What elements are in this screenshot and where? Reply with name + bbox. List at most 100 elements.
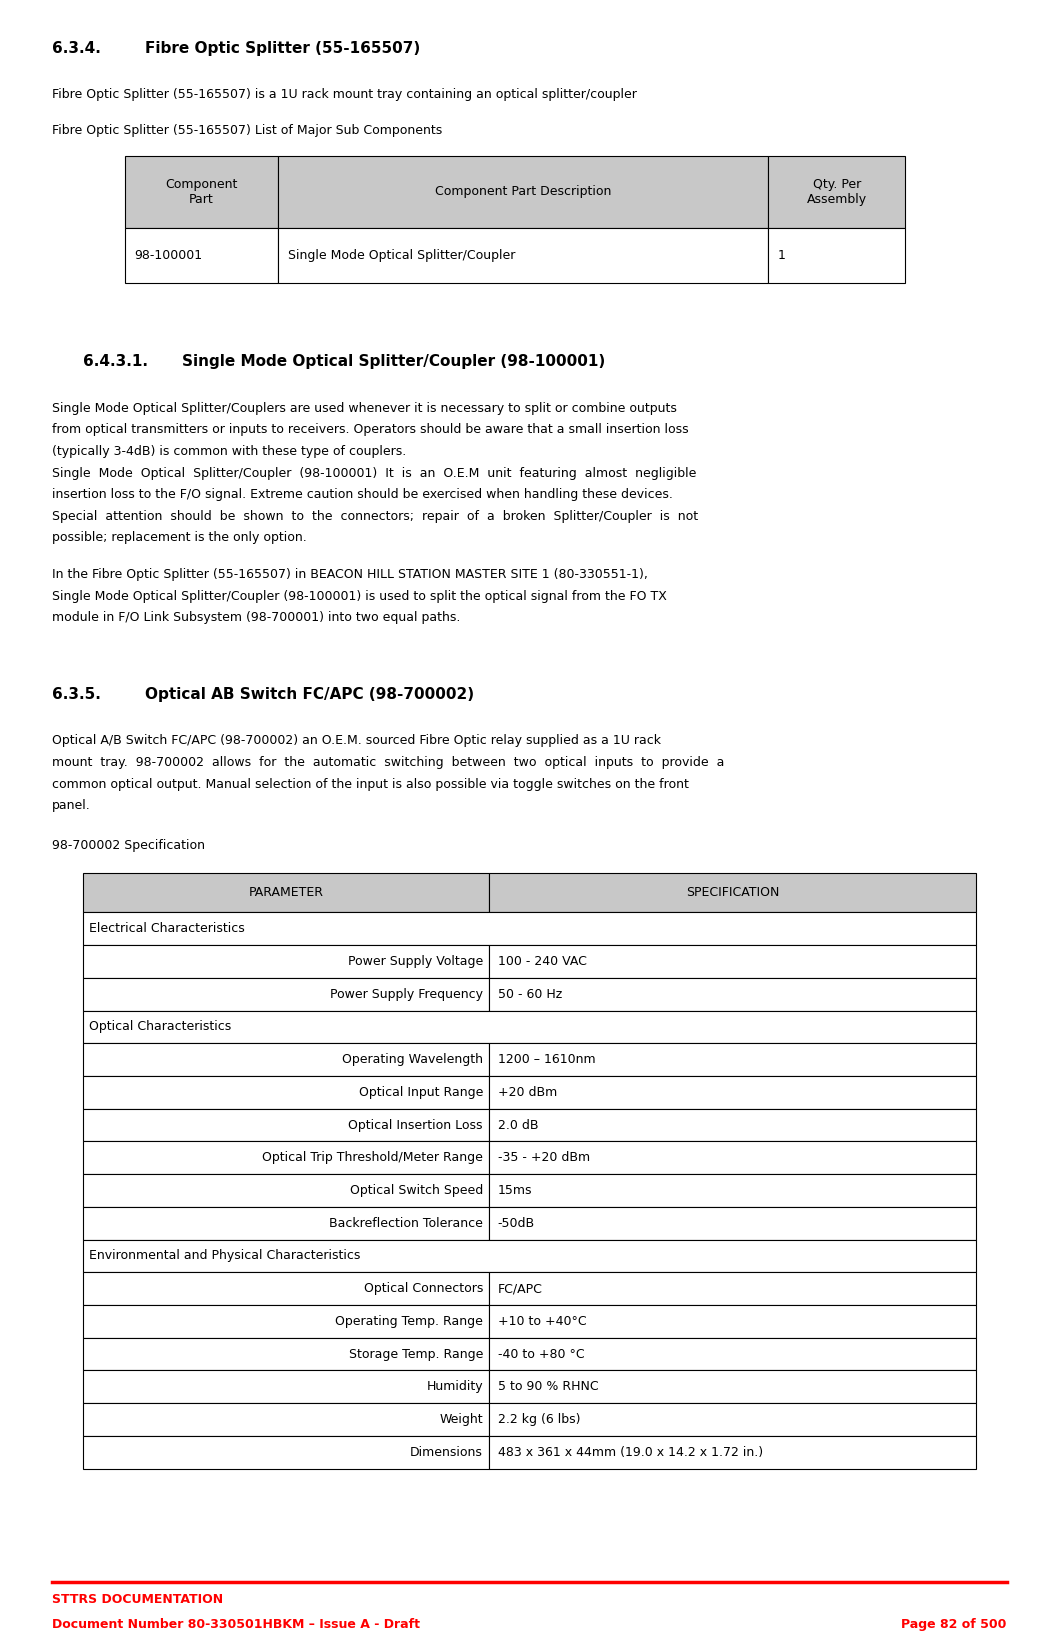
Bar xyxy=(83,1142,489,1175)
Text: 1: 1 xyxy=(777,249,786,262)
Text: panel.: panel. xyxy=(52,798,90,811)
Bar xyxy=(489,1306,976,1338)
Bar xyxy=(83,1109,489,1142)
Bar xyxy=(83,1273,489,1306)
Text: Optical Insertion Loss: Optical Insertion Loss xyxy=(349,1119,483,1132)
Text: Optical Characteristics: Optical Characteristics xyxy=(89,1021,231,1034)
Text: mount  tray.  98-700002  allows  for  the  automatic  switching  between  two  o: mount tray. 98-700002 allows for the aut… xyxy=(52,756,725,769)
Text: SPECIFICATION: SPECIFICATION xyxy=(686,887,780,900)
Bar xyxy=(489,1436,976,1469)
Text: 6.3.4.: 6.3.4. xyxy=(52,41,101,56)
Text: Backreflection Tolerance: Backreflection Tolerance xyxy=(329,1217,483,1230)
Bar xyxy=(768,227,905,283)
Text: Qty. Per
Assembly: Qty. Per Assembly xyxy=(807,178,867,206)
Text: (typically 3-4dB) is common with these type of couplers.: (typically 3-4dB) is common with these t… xyxy=(52,445,406,458)
Text: 6.3.5.: 6.3.5. xyxy=(52,687,101,702)
Bar xyxy=(489,1404,976,1436)
Bar xyxy=(83,978,489,1011)
Bar xyxy=(83,913,976,946)
Bar xyxy=(125,227,278,283)
Bar xyxy=(83,1076,489,1109)
Text: possible; replacement is the only option.: possible; replacement is the only option… xyxy=(52,532,306,545)
Text: Component Part Description: Component Part Description xyxy=(435,185,611,198)
Text: Fibre Optic Splitter (55-165507) is a 1U rack mount tray containing an optical s: Fibre Optic Splitter (55-165507) is a 1U… xyxy=(52,88,636,101)
Text: Operating Wavelength: Operating Wavelength xyxy=(342,1054,483,1067)
Bar xyxy=(83,946,489,978)
Text: Optical Connectors: Optical Connectors xyxy=(363,1283,483,1296)
Text: 2.2 kg (6 lbs): 2.2 kg (6 lbs) xyxy=(497,1414,580,1427)
Text: 2.0 dB: 2.0 dB xyxy=(497,1119,538,1132)
Text: 6.4.3.1.: 6.4.3.1. xyxy=(83,355,148,370)
Text: Fibre Optic Splitter (55-165507): Fibre Optic Splitter (55-165507) xyxy=(145,41,420,56)
Text: Single  Mode  Optical  Splitter/Coupler  (98-100001)  It  is  an  O.E.M  unit  f: Single Mode Optical Splitter/Coupler (98… xyxy=(52,466,696,479)
Text: Document Number 80-330501HBKM – Issue A - Draft: Document Number 80-330501HBKM – Issue A … xyxy=(52,1618,420,1631)
Text: +10 to +40°C: +10 to +40°C xyxy=(497,1315,586,1328)
Text: 15ms: 15ms xyxy=(497,1184,532,1198)
Text: module in F/O Link Subsystem (98-700001) into two equal paths.: module in F/O Link Subsystem (98-700001)… xyxy=(52,612,460,625)
Bar xyxy=(489,1371,976,1404)
Bar xyxy=(83,1175,489,1207)
Text: Humidity: Humidity xyxy=(427,1381,483,1394)
Bar xyxy=(83,1240,976,1273)
Text: common optical output. Manual selection of the input is also possible via toggle: common optical output. Manual selection … xyxy=(52,777,689,790)
Text: Special  attention  should  be  shown  to  the  connectors;  repair  of  a  brok: Special attention should be shown to the… xyxy=(52,510,698,524)
Bar xyxy=(83,1306,489,1338)
Bar xyxy=(489,1109,976,1142)
Bar xyxy=(489,978,976,1011)
Text: Weight: Weight xyxy=(439,1414,483,1427)
Text: Single Mode Optical Splitter/Couplers are used whenever it is necessary to split: Single Mode Optical Splitter/Couplers ar… xyxy=(52,402,677,416)
Bar xyxy=(83,1436,489,1469)
Text: Single Mode Optical Splitter/Coupler: Single Mode Optical Splitter/Coupler xyxy=(288,249,515,262)
Text: Environmental and Physical Characteristics: Environmental and Physical Characteristi… xyxy=(89,1250,360,1263)
Text: PARAMETER: PARAMETER xyxy=(249,887,324,900)
Text: Power Supply Frequency: Power Supply Frequency xyxy=(330,988,483,1001)
Bar xyxy=(83,1404,489,1436)
Text: Power Supply Voltage: Power Supply Voltage xyxy=(348,955,483,969)
Bar xyxy=(278,155,768,227)
Text: insertion loss to the F/O signal. Extreme caution should be exercised when handl: insertion loss to the F/O signal. Extrem… xyxy=(52,488,673,501)
Text: Optical Trip Threshold/Meter Range: Optical Trip Threshold/Meter Range xyxy=(263,1152,483,1165)
Bar xyxy=(83,1011,976,1044)
Text: Electrical Characteristics: Electrical Characteristics xyxy=(89,923,245,936)
Text: Operating Temp. Range: Operating Temp. Range xyxy=(335,1315,483,1328)
Bar xyxy=(768,155,905,227)
Text: Dimensions: Dimensions xyxy=(410,1446,483,1459)
Bar xyxy=(489,1273,976,1306)
Text: Fibre Optic Splitter (55-165507) List of Major Sub Components: Fibre Optic Splitter (55-165507) List of… xyxy=(52,124,442,137)
Text: Optical A/B Switch FC/APC (98-700002) an O.E.M. sourced Fibre Optic relay suppli: Optical A/B Switch FC/APC (98-700002) an… xyxy=(52,735,661,748)
Text: 98-700002 Specification: 98-700002 Specification xyxy=(52,839,204,852)
Text: +20 dBm: +20 dBm xyxy=(497,1086,556,1099)
Text: 483 x 361 x 44mm (19.0 x 14.2 x 1.72 in.): 483 x 361 x 44mm (19.0 x 14.2 x 1.72 in.… xyxy=(497,1446,763,1459)
Bar xyxy=(489,1142,976,1175)
Bar xyxy=(83,1044,489,1076)
Text: from optical transmitters or inputs to receivers. Operators should be aware that: from optical transmitters or inputs to r… xyxy=(52,424,688,437)
Text: Optical AB Switch FC/APC (98-700002): Optical AB Switch FC/APC (98-700002) xyxy=(145,687,474,702)
Bar xyxy=(83,1207,489,1240)
Text: STTRS DOCUMENTATION: STTRS DOCUMENTATION xyxy=(52,1593,223,1607)
Bar xyxy=(489,946,976,978)
Bar xyxy=(489,1338,976,1371)
Text: -40 to +80 °C: -40 to +80 °C xyxy=(497,1348,584,1361)
Text: -35 - +20 dBm: -35 - +20 dBm xyxy=(497,1152,590,1165)
Text: FC/APC: FC/APC xyxy=(497,1283,543,1296)
Text: 5 to 90 % RHNC: 5 to 90 % RHNC xyxy=(497,1381,598,1394)
Bar xyxy=(83,1338,489,1371)
Text: 1200 – 1610nm: 1200 – 1610nm xyxy=(497,1054,595,1067)
Text: Optical Input Range: Optical Input Range xyxy=(358,1086,483,1099)
Text: Single Mode Optical Splitter/Coupler (98-100001) is used to split the optical si: Single Mode Optical Splitter/Coupler (98… xyxy=(52,589,666,602)
Text: 100 - 240 VAC: 100 - 240 VAC xyxy=(497,955,586,969)
Text: Page 82 of 500: Page 82 of 500 xyxy=(901,1618,1007,1631)
Bar xyxy=(83,1371,489,1404)
Bar xyxy=(489,1076,976,1109)
Text: Component
Part: Component Part xyxy=(165,178,238,206)
Text: -50dB: -50dB xyxy=(497,1217,535,1230)
Text: Optical Switch Speed: Optical Switch Speed xyxy=(350,1184,483,1198)
Text: 98-100001: 98-100001 xyxy=(134,249,202,262)
Bar xyxy=(278,227,768,283)
Text: Single Mode Optical Splitter/Coupler (98-100001): Single Mode Optical Splitter/Coupler (98… xyxy=(182,355,605,370)
Bar xyxy=(489,1044,976,1076)
Bar xyxy=(489,1207,976,1240)
Bar xyxy=(489,874,976,913)
Text: In the Fibre Optic Splitter (55-165507) in BEACON HILL STATION MASTER SITE 1 (80: In the Fibre Optic Splitter (55-165507) … xyxy=(52,568,648,581)
Bar xyxy=(83,874,489,913)
